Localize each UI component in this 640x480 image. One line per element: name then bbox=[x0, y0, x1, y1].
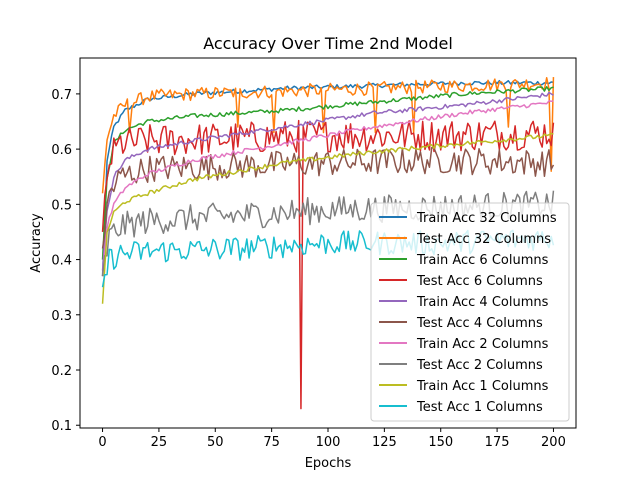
y-tick-label: 0.2 bbox=[51, 364, 72, 379]
series-line-1 bbox=[101, 79, 554, 277]
legend-label: Test Acc 4 Columns bbox=[416, 316, 543, 331]
y-tick-label: 0.1 bbox=[51, 419, 72, 434]
series-line-7 bbox=[101, 100, 554, 277]
y-tick-label: 0.5 bbox=[51, 198, 72, 213]
x-tick-label: 100 bbox=[316, 435, 341, 450]
x-axis-label: Epochs bbox=[305, 456, 352, 471]
x-tick-label: 25 bbox=[151, 435, 168, 450]
legend-label: Test Acc 2 Columns bbox=[416, 358, 543, 373]
legend-box bbox=[370, 202, 570, 422]
legend-label: Train Acc 2 Columns bbox=[416, 337, 549, 352]
x-axis: 0 25 50 75 100 125 150 175 200 bbox=[98, 428, 566, 450]
legend-label: Train Acc 4 Columns bbox=[416, 295, 549, 310]
y-tick-label: 0.6 bbox=[51, 143, 72, 158]
x-tick-label: 200 bbox=[541, 435, 566, 450]
x-tick-label: 75 bbox=[263, 435, 280, 450]
x-tick-label: 0 bbox=[98, 435, 106, 450]
legend-label: Train Acc 1 Columns bbox=[416, 379, 549, 394]
y-axis: 0.1 0.2 0.3 0.4 0.5 0.6 0.7 bbox=[51, 88, 80, 434]
series-line-5 bbox=[101, 91, 554, 271]
x-tick-label: 125 bbox=[372, 435, 397, 450]
series-line-9 bbox=[101, 132, 554, 304]
chart-title: Accuracy Over Time 2nd Model bbox=[203, 34, 453, 53]
series-line-2 bbox=[101, 77, 555, 194]
y-tick-label: 0.3 bbox=[51, 309, 72, 324]
y-tick-label: 0.7 bbox=[51, 88, 72, 103]
y-tick-label: 0.4 bbox=[51, 254, 72, 269]
series-line-3 bbox=[101, 86, 554, 260]
legend-label: Train Acc 32 Columns bbox=[416, 211, 557, 226]
legend-label: Test Acc 32 Columns bbox=[416, 232, 551, 247]
y-axis-label: Accuracy bbox=[29, 213, 44, 273]
legend-label: Test Acc 6 Columns bbox=[416, 274, 543, 289]
x-tick-label: 50 bbox=[207, 435, 224, 450]
legend: Train Acc 32 Columns Test Acc 32 Columns T… bbox=[370, 202, 570, 422]
x-tick-label: 175 bbox=[485, 435, 510, 450]
legend-label: Train Acc 6 Columns bbox=[416, 253, 549, 268]
legend-label: Test Acc 1 Columns bbox=[416, 400, 543, 415]
x-tick-label: 150 bbox=[428, 435, 453, 450]
